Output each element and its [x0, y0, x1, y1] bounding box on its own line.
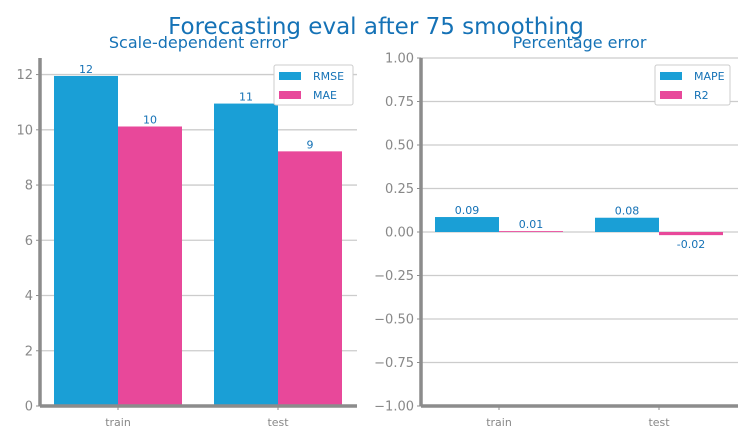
y-tick-label: −0.25 [374, 269, 414, 284]
y-tick-label: 10 [16, 123, 33, 138]
legend-label-r2: R2 [694, 89, 709, 102]
data-label-mape-train: 0.09 [455, 204, 480, 217]
legend-label-rmse: RMSE [313, 70, 344, 83]
chart-title: Scale-dependent error [109, 33, 289, 52]
legend-swatch-mae [279, 91, 301, 99]
chart-percentage-error: Percentage error −1.00 −0.75 −0.50 −0.25 0.00… [374, 33, 738, 429]
legend: MAPE R2 [654, 64, 731, 106]
legend-label-mape: MAPE [694, 70, 725, 83]
bar-mae-train [118, 126, 182, 406]
legend: RMSE MAE [273, 64, 354, 106]
figure-title: Forecasting eval after 75 smoothing [168, 14, 584, 40]
data-label-r2-train: 0.01 [519, 218, 544, 231]
bar-mape-train [435, 217, 499, 232]
bar-mape-test [595, 217, 659, 232]
y-tick-label: −0.75 [374, 356, 414, 371]
legend-swatch-mape [660, 72, 682, 80]
data-label-rmse-train: 12 [79, 63, 93, 76]
y-tick-label: −0.50 [374, 313, 414, 328]
y-tick-label: 0.75 [385, 95, 414, 110]
y-tick-label: 0 [25, 400, 33, 415]
legend-swatch-rmse [279, 72, 301, 80]
bar-mae-test [278, 151, 342, 406]
legend-swatch-r2 [660, 91, 682, 99]
data-label-mae-train: 10 [143, 113, 157, 126]
chart-title: Percentage error [513, 33, 647, 52]
chart-scale-dependent-error: Scale-dependent error 0 2 4 6 8 10 12 12 10 train 1… [16, 33, 357, 429]
data-label-mape-test: 0.08 [615, 205, 640, 218]
x-tick-label: test [267, 416, 289, 429]
bar-r2-test [659, 232, 723, 236]
x-tick-label: train [105, 416, 131, 429]
y-tick-label: 8 [25, 179, 33, 194]
data-label-r2-test: -0.02 [677, 238, 705, 251]
legend-label-mae: MAE [313, 89, 337, 102]
bar-r2-train [499, 231, 563, 232]
bar-rmse-train [54, 75, 118, 406]
bar-rmse-test [214, 103, 278, 407]
y-tick-label: 1.00 [385, 52, 414, 67]
x-tick-label: train [486, 416, 512, 429]
data-label-rmse-test: 11 [239, 91, 253, 104]
y-tick-label: 12 [16, 68, 33, 83]
y-tick-label: 0.50 [385, 139, 414, 154]
y-tick-label: −1.00 [374, 400, 414, 415]
y-tick-label: 2 [25, 344, 33, 359]
data-label-mae-test: 9 [307, 138, 314, 151]
x-tick-label: test [648, 416, 670, 429]
y-tick-label: 4 [25, 289, 33, 304]
y-tick-label: 0.25 [385, 182, 414, 197]
y-tick-label: 0.00 [385, 226, 414, 241]
y-tick-label: 6 [25, 234, 33, 249]
